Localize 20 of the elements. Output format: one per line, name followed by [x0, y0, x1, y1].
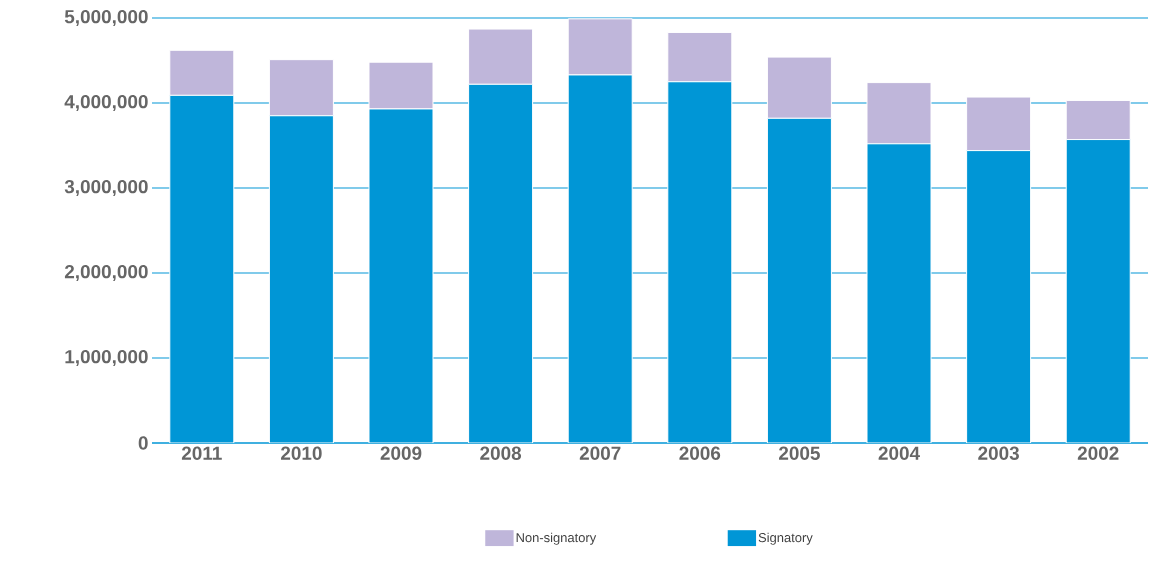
y-tick-label: 5,000,000 [64, 9, 148, 27]
x-tick-label: 2008 [480, 446, 522, 460]
y-tick-label: 3,000,000 [64, 179, 148, 197]
x-tick-label: 2010 [281, 446, 322, 460]
x-tick-label: 2009 [380, 446, 422, 460]
legend-label: Signatory [758, 532, 813, 545]
x-tick-label: 2003 [978, 446, 1019, 460]
bar [866, 82, 932, 145]
y-tick-label: 0 [138, 436, 148, 450]
bar [966, 96, 1032, 152]
x-tick-label: 2007 [579, 446, 621, 460]
x-tick-label: 2011 [181, 446, 222, 460]
x-tick-label: 2004 [878, 446, 920, 460]
y-tick-label: 4,000,000 [64, 94, 148, 112]
legend-label: Non-signatory [516, 532, 597, 545]
y-tick-label: 2,000,000 [64, 264, 148, 282]
x-tick-label: 2006 [679, 446, 721, 460]
y-tick-label: 1,000,000 [65, 349, 148, 367]
x-tick-label: 2002 [1077, 446, 1119, 460]
x-tick-label: 2005 [779, 446, 820, 460]
